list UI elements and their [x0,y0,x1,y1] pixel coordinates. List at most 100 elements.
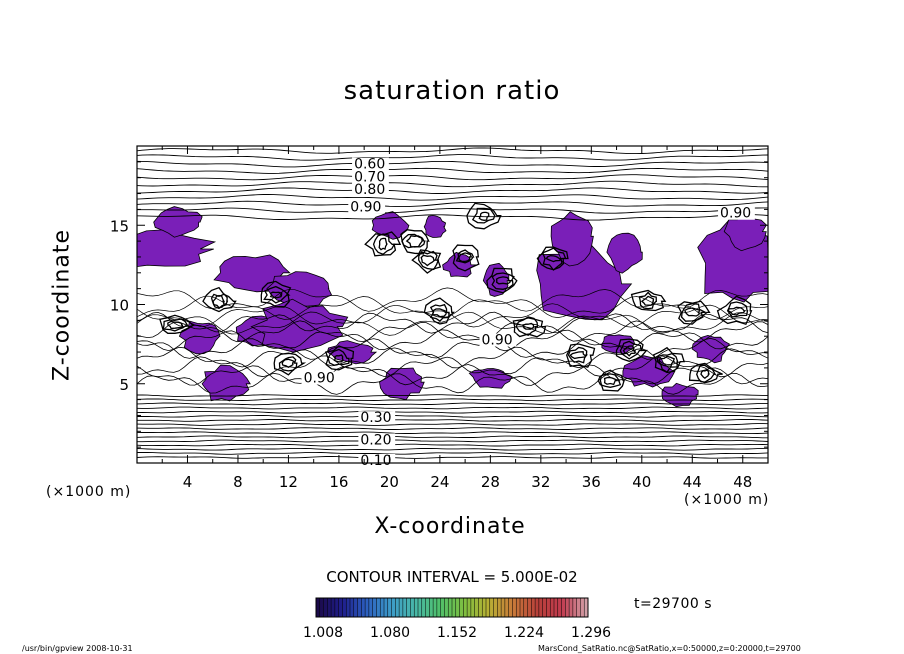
y-tick-label-0: 5 [119,376,129,394]
contour-label-bg-2 [352,182,389,196]
contour-small-13-0 [378,237,388,251]
colorbar-swatch-34 [444,598,449,617]
contour-small-11-2 [466,202,502,230]
colorbar-swatch-2 [323,598,328,617]
x-tick-label-7: 32 [531,473,550,491]
contour-small-5-0 [622,345,636,357]
colorbar-swatch-7 [342,598,347,617]
colorbar-swatch-69 [576,598,581,617]
colorbar-swatch-21 [395,598,400,617]
colorbar-swatch-5 [334,598,339,617]
colorbar-swatch-41 [470,598,475,617]
colorbar-swatch-27 [418,598,422,617]
contour-small-6-2 [652,346,685,374]
colorbar-swatch-1 [319,598,324,617]
colorbar-swatch-55 [523,598,528,617]
colorbar-swatch-0 [316,598,320,617]
contour-mid2-0 [136,311,769,336]
contour-small-13-1 [372,233,396,255]
contour-small-2-0 [495,276,512,285]
contour-small-9-2 [273,352,307,376]
colorbar-swatch-9 [350,598,354,617]
contour-label-1: 0.70 [354,169,385,185]
contour-upper-3 [136,167,769,174]
x-axis: 4 8 12 16 20 24 28 32 36 40 44 48 [161,146,752,491]
y-axis: 5 10 15 [110,161,768,448]
footer-right: MarsCond_SatRatio.nc@SatRatio,x=0:50000,… [538,644,801,653]
contour-lower-11 [136,410,769,414]
contour-lower-5 [136,435,768,439]
shaded-region-11 [468,368,513,389]
contour-label-bg-6 [301,371,339,385]
colorbar-swatch-44 [482,598,487,617]
shaded-region-3 [266,271,333,307]
x-tick-label-2: 12 [279,473,298,491]
contour-mid-4 [136,337,769,360]
contour-small-7-1 [696,364,717,383]
contour-small-12-1 [418,250,440,271]
colorbar-swatch-8 [346,598,351,617]
contour-interval: CONTOUR INTERVAL = 5.000E-02 [326,568,578,586]
colorbar-swatch-22 [399,598,404,617]
colorbar-swatch-24 [406,598,411,617]
colorbar-swatch-61 [546,598,551,617]
contour-upper-7 [136,194,769,201]
contour-lower-12 [136,406,769,410]
contour-small-20-1 [726,301,749,318]
y-tick-label-2: 15 [110,217,129,235]
contour-small-12-2 [411,249,442,274]
contour-lower-3 [136,443,769,447]
colorbar-swatch-38 [459,598,464,617]
contour-small-14-1 [541,247,567,271]
contour-lower-7 [136,427,769,430]
x-tick-label-4: 20 [380,473,399,491]
contour-mid-5 [136,329,769,352]
contour-lower-6 [136,431,769,435]
contour-upper-4 [136,174,769,181]
x-tick-label-6: 28 [481,473,500,491]
contour-small-19-2 [159,314,196,334]
colorbar-swatch-14 [368,598,373,617]
contour-label-bg-0 [352,157,389,171]
colorbar-swatch-63 [554,598,558,617]
contour-lower-8 [136,423,769,426]
contour-label-2: 0.80 [354,182,385,198]
contour-small-17-2 [260,280,292,308]
shaded-region-20 [601,334,636,355]
x-axis-unit: (×1000 m) [684,492,770,508]
contour-label-bg-5 [479,333,517,347]
colorbar-swatch-47 [493,598,498,617]
colorbar-swatch-46 [489,598,494,617]
colorbar-swatch-53 [516,598,521,617]
contour-small-21-1 [597,373,622,388]
colorbar-swatch-64 [557,598,562,617]
colorbar-swatch-71 [584,598,589,617]
contour-lower-0 [136,456,768,459]
contour-small-5-2 [615,338,648,362]
contour-label-bg-9 [358,454,396,467]
colorbar-swatch-52 [512,598,517,617]
colorbar-swatch-70 [580,598,585,617]
colorbar-swatch-59 [538,598,543,617]
contour-label-bg-4 [718,206,755,220]
shaded-region-9 [423,214,447,238]
x-tick-label-3: 16 [329,473,348,491]
colorbar-swatch-17 [380,598,385,617]
contour-small-10-2 [423,297,455,325]
shaded-region-22 [442,251,478,278]
colorbar-swatch-66 [565,598,570,617]
contour-small-14-2 [536,246,569,271]
x-tick-label-8: 36 [582,473,601,491]
contour-lower-4 [137,439,769,443]
colorbar-swatch-62 [550,598,555,617]
contour-mid-6 [136,320,769,343]
contour-label-7: 0.30 [360,410,391,426]
contour-small-4-2 [566,343,596,368]
colorbar-swatch-25 [410,598,415,617]
contour-small-8-1 [327,348,350,366]
colorbar-swatch-30 [429,598,434,617]
shaded-region-6 [250,298,349,353]
colorbar-swatch-11 [357,598,362,617]
colorbar-swatch-26 [414,598,419,617]
x-tick-label-0: 4 [183,473,193,491]
